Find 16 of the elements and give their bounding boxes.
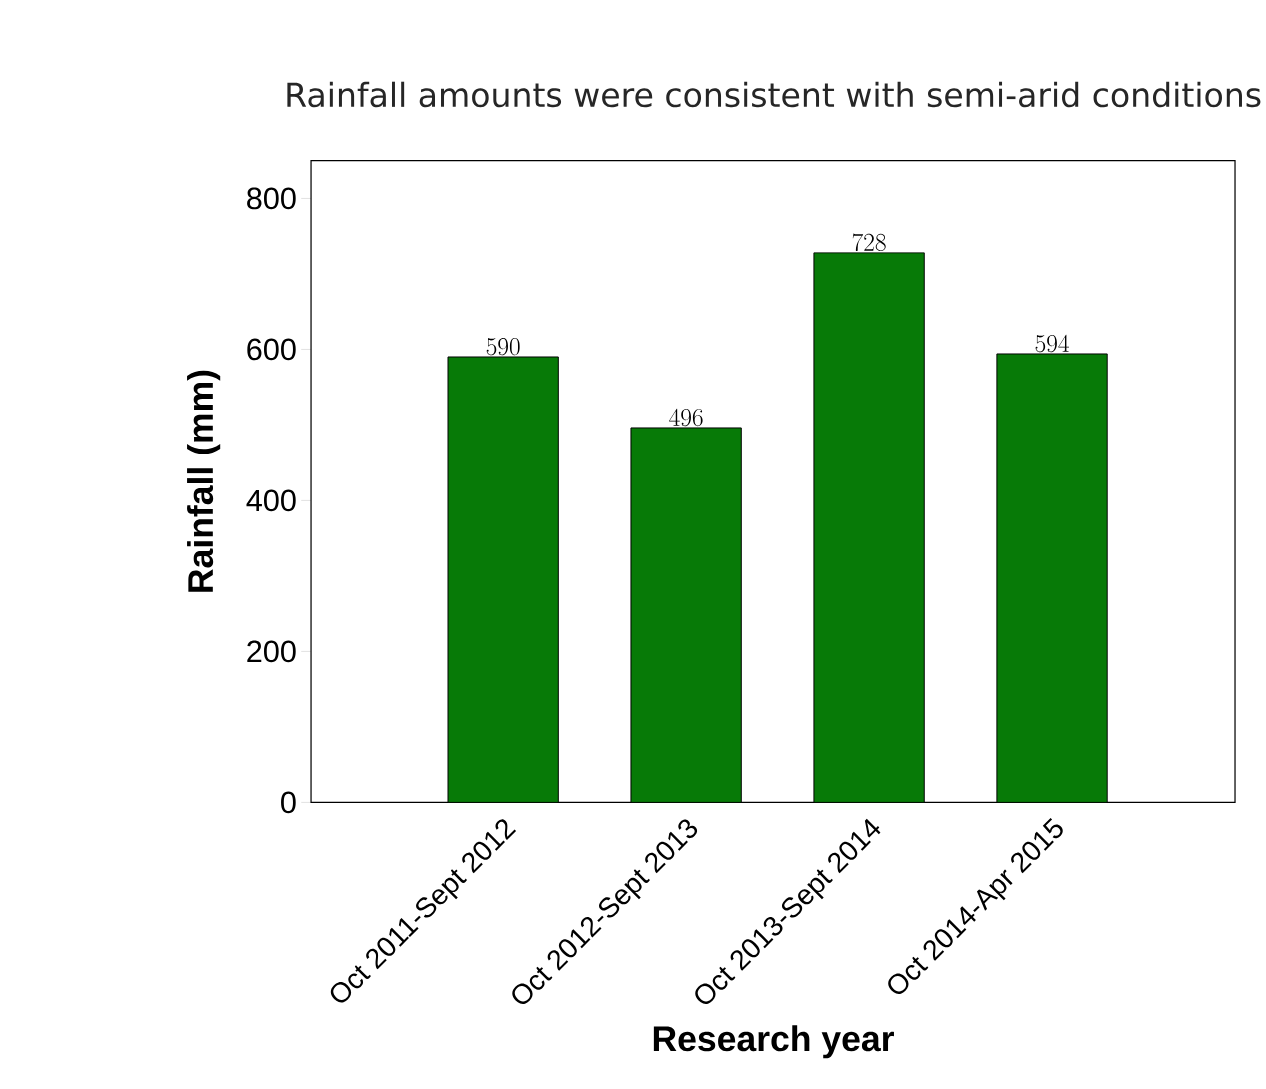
y-axis-title: Rainfall (mm) — [187, 370, 221, 592]
bar — [996, 353, 1108, 803]
bar — [447, 356, 559, 803]
bar — [630, 427, 742, 803]
data-label: 728 — [852, 233, 886, 252]
y-tick-label: 400 — [246, 489, 296, 512]
data-label: 590 — [486, 338, 520, 356]
y-tick-label: 200 — [247, 640, 296, 663]
y-tick-label: 600 — [247, 338, 296, 361]
y-tick-label: 0 — [281, 791, 296, 814]
x-axis-title: Research year — [653, 1025, 894, 1059]
chart-title: Rainfall amounts were consistent with semi-arid conditions — [287, 81, 1261, 108]
data-label: 496 — [669, 409, 703, 427]
bar — [813, 252, 925, 803]
y-tick-label: 800 — [247, 187, 296, 210]
data-label: 594 — [1035, 335, 1069, 353]
